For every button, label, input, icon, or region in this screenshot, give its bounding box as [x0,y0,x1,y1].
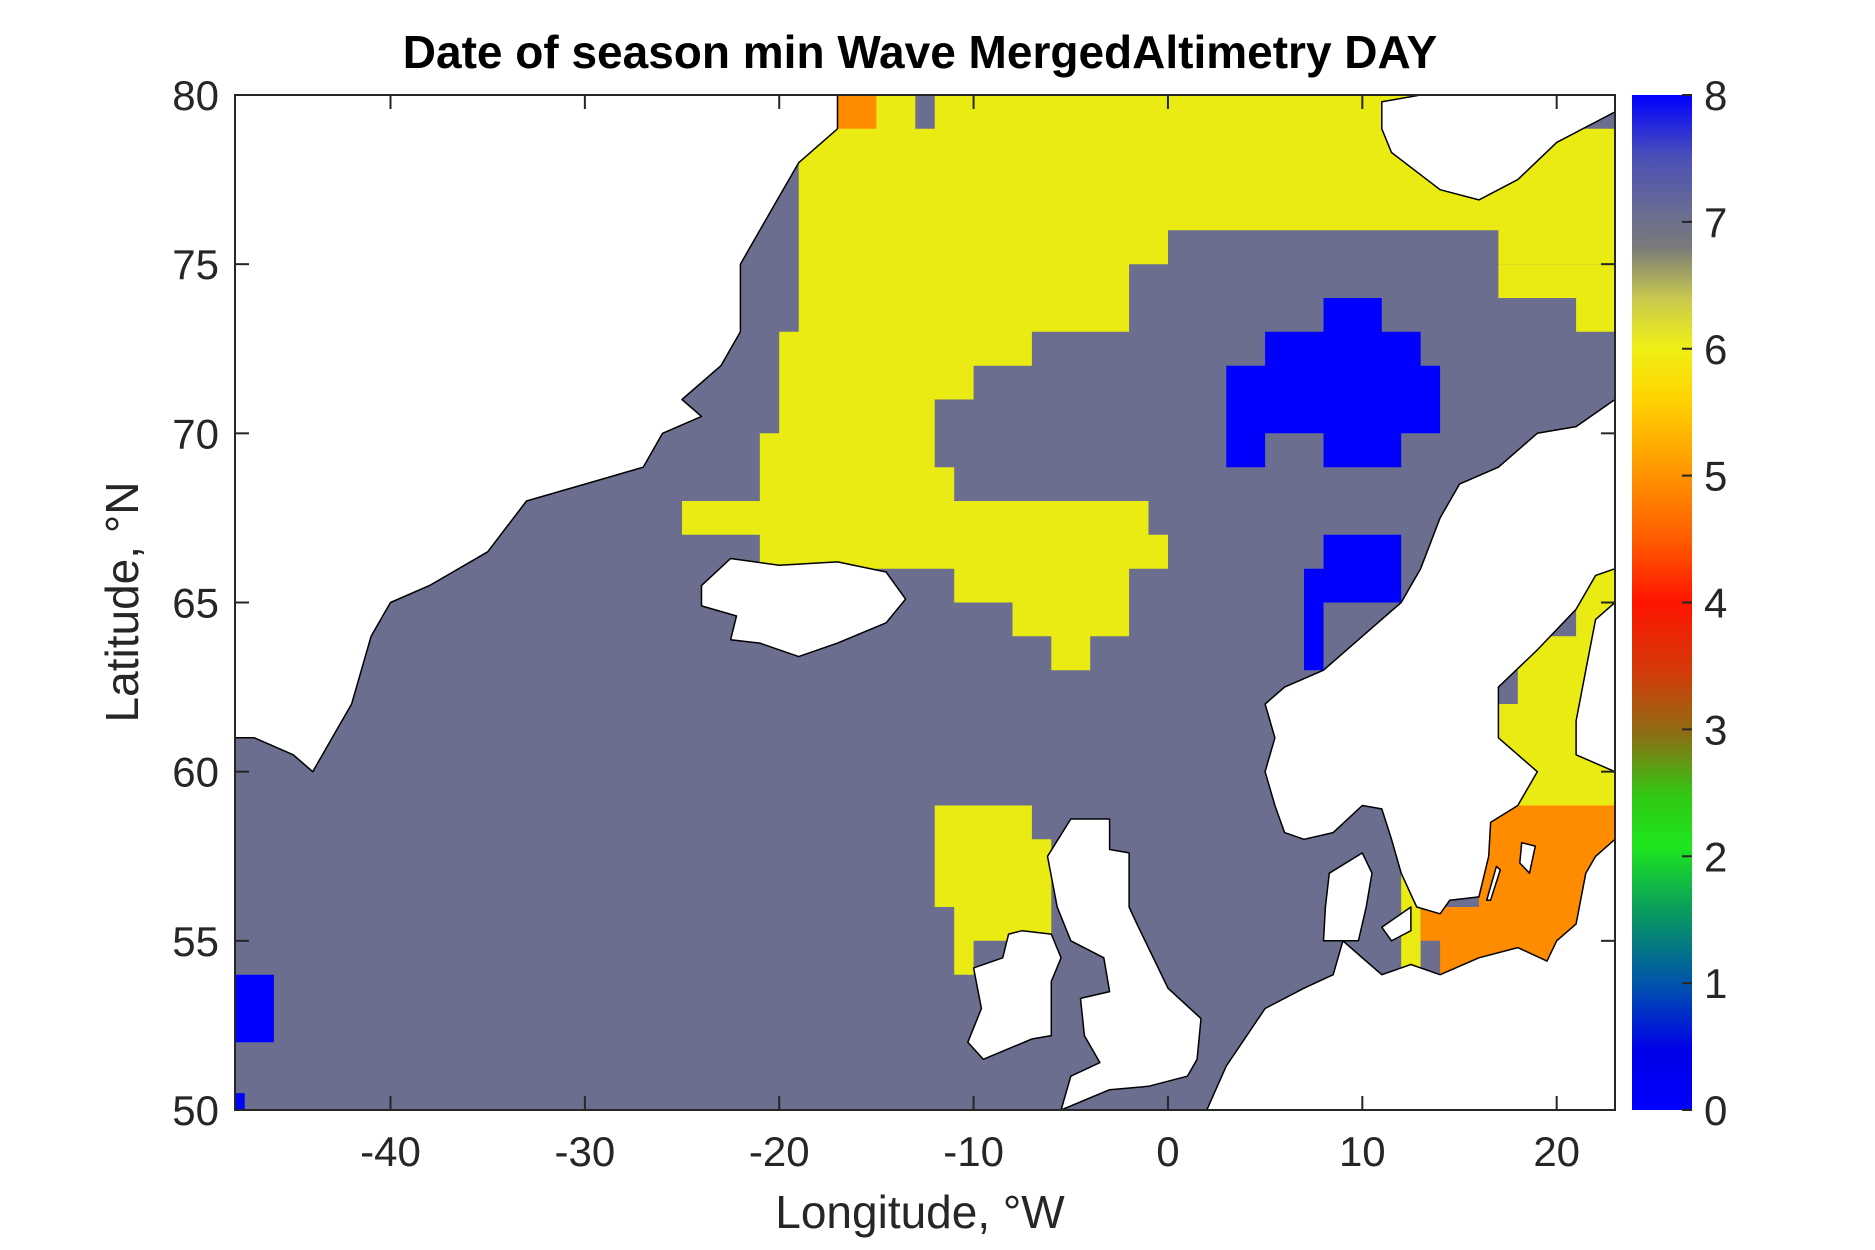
colorbar-tick-label: 1 [1704,960,1727,1007]
y-tick-label: 65 [172,580,219,627]
colorbar-tick-label: 4 [1704,580,1727,627]
region-svalbard-sea-east [1576,298,1615,332]
land-layer [235,95,1615,1110]
map-plot-area [235,95,1615,1110]
colorbar-tick-label: 5 [1704,453,1727,500]
y-axis: 50 55 60 65 70 75 80 [172,72,1615,1134]
land-scandinavia [1264,398,1615,915]
x-axis-label: Longitude, °W [775,1186,1065,1238]
colorbar-tick-label: 2 [1704,833,1727,880]
x-tick-label: 10 [1339,1128,1386,1175]
y-axis-label: Latitude, °N [96,482,148,723]
x-axis: -40 -30 -20 -10 0 10 20 [360,95,1580,1175]
land-gotland [1519,841,1537,874]
colorbar-tick-label: 0 [1704,1087,1727,1134]
region-baltic-proper [1420,771,1615,975]
colorbar-ticks: 0 1 2 3 4 5 6 7 8 [1682,72,1727,1134]
land-iceland [700,557,907,658]
land-finland [1575,601,1615,773]
chart-title: Date of season min Wave MergedAltimetry … [403,26,1437,78]
land-ireland [967,929,1062,1061]
colorbar-tick-label: 6 [1704,326,1727,373]
colorbar-tick-label: 3 [1704,706,1727,753]
y-tick-label: 50 [172,1087,219,1134]
x-tick-label: -30 [555,1128,616,1175]
land-greenland [235,95,839,773]
land-svalbard [1381,95,1615,201]
colorbar-tick-label: 7 [1704,199,1727,246]
region-lofoten-basin [1226,298,1441,468]
land-jutland [1322,852,1373,942]
land-zealand [1381,906,1412,942]
x-tick-label: -40 [360,1128,421,1175]
y-tick-label: 60 [172,749,219,796]
land-great-britain [1046,818,1202,1110]
land-oland [1485,865,1502,901]
y-tick-label: 70 [172,410,219,457]
y-tick-label: 80 [172,72,219,119]
region-greenland-sea [643,95,1615,671]
region-norwegian-coast [1304,534,1402,671]
y-tick-label: 75 [172,241,219,288]
x-tick-label: -10 [943,1128,1004,1175]
y-tick-label: 55 [172,918,219,965]
x-tick-label: 0 [1156,1128,1179,1175]
region-west-atlantic-patch [235,974,274,1043]
x-tick-label: 20 [1533,1128,1580,1175]
region-barents-sea [1498,264,1615,298]
land-continental-europe-coast [1206,838,1615,1110]
region-southwest-corner [235,1093,245,1110]
colorbar-tick-label: 8 [1704,72,1727,119]
x-tick-label: -20 [749,1128,810,1175]
